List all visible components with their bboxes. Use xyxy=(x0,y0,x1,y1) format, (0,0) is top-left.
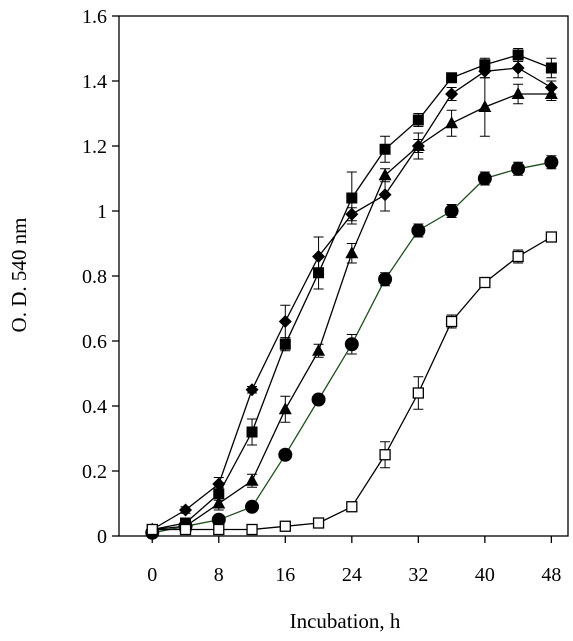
data-point-square xyxy=(412,114,424,126)
x-tick-label: 16 xyxy=(275,564,295,586)
data-point-triangle xyxy=(478,100,492,112)
y-tick-label: 0.4 xyxy=(82,396,107,418)
series-square-filled xyxy=(146,48,557,535)
data-point-square xyxy=(346,192,358,204)
data-point-square xyxy=(379,143,391,155)
y-tick-label: 0 xyxy=(97,526,107,548)
data-point-square xyxy=(545,62,557,74)
x-tick-label: 0 xyxy=(147,564,157,586)
y-axis-title: O. D. 540 nm xyxy=(7,218,31,333)
data-point-open-square xyxy=(179,523,192,536)
data-point-triangle xyxy=(511,87,525,99)
data-point-diamond xyxy=(511,61,525,75)
data-point-open-square xyxy=(213,523,225,536)
data-point-circle xyxy=(245,499,260,514)
series-line xyxy=(151,67,552,531)
data-point-circle xyxy=(511,161,526,176)
data-point-square xyxy=(313,267,325,279)
x-tick-label: 40 xyxy=(475,564,495,586)
x-tick-label: 24 xyxy=(342,564,362,586)
data-point-diamond xyxy=(445,87,459,101)
data-point-triangle xyxy=(312,343,326,356)
data-point-open-square xyxy=(512,250,524,263)
data-point-triangle xyxy=(212,496,226,509)
y-tick-label: 0.8 xyxy=(82,266,107,288)
data-point-triangle xyxy=(278,402,292,415)
data-point-open-square xyxy=(379,449,391,461)
series-line xyxy=(152,93,552,531)
data-point-open-square xyxy=(146,523,158,536)
series-triangle xyxy=(145,77,558,535)
data-point-triangle xyxy=(245,473,259,486)
y-tick-label: 0.6 xyxy=(82,331,107,353)
y-tick-label: 1.6 xyxy=(82,6,107,28)
data-point-square xyxy=(446,72,458,84)
data-point-diamond xyxy=(378,188,392,202)
data-point-open-square xyxy=(346,501,358,513)
x-axis-title: Incubation, h xyxy=(290,609,401,633)
y-tick-label: 1.4 xyxy=(82,71,107,93)
data-point-open-square xyxy=(479,276,491,289)
data-point-diamond xyxy=(245,383,259,397)
x-tick-label: 32 xyxy=(408,564,428,586)
x-tick-label: 48 xyxy=(541,564,561,586)
data-point-triangle xyxy=(544,87,558,99)
series-diamond xyxy=(145,57,558,536)
data-point-diamond xyxy=(278,315,292,328)
y-tick-label: 0.2 xyxy=(82,461,107,483)
data-point-triangle xyxy=(411,139,425,151)
data-point-square xyxy=(279,338,291,350)
y-tick-label: 1 xyxy=(97,201,107,223)
data-point-circle xyxy=(544,155,559,170)
data-point-open-square xyxy=(246,523,258,536)
x-tick-label: 8 xyxy=(214,564,224,586)
series-line xyxy=(152,236,552,531)
data-point-square xyxy=(213,488,225,500)
data-point-open-square xyxy=(445,315,458,328)
series-group xyxy=(145,48,559,540)
y-tick-label: 1.2 xyxy=(82,136,107,158)
data-point-circle xyxy=(444,204,459,218)
series-square-open xyxy=(146,231,558,536)
data-point-triangle xyxy=(445,116,459,129)
series-line xyxy=(152,54,552,531)
data-point-circle xyxy=(311,392,326,407)
data-point-triangle xyxy=(378,168,392,181)
data-point-circle xyxy=(211,512,226,527)
data-point-circle xyxy=(378,272,393,287)
data-point-circle xyxy=(477,171,492,186)
data-point-open-square xyxy=(545,231,558,243)
data-point-circle xyxy=(278,447,293,462)
data-point-square xyxy=(246,426,258,438)
data-point-open-square xyxy=(412,387,424,399)
axis-group: 0 0.2 0.4 0.6 0.8 1 1.2 1.4 1.6 0 8 16 24 32 40 48 xyxy=(82,6,561,586)
data-point-open-square xyxy=(312,517,325,529)
data-point-open-square xyxy=(279,520,291,532)
data-point-square xyxy=(479,59,491,71)
data-point-triangle xyxy=(345,246,359,259)
data-point-circle xyxy=(411,223,426,238)
data-point-diamond xyxy=(179,503,193,517)
data-point-square xyxy=(512,49,524,61)
data-point-circle xyxy=(344,337,359,352)
